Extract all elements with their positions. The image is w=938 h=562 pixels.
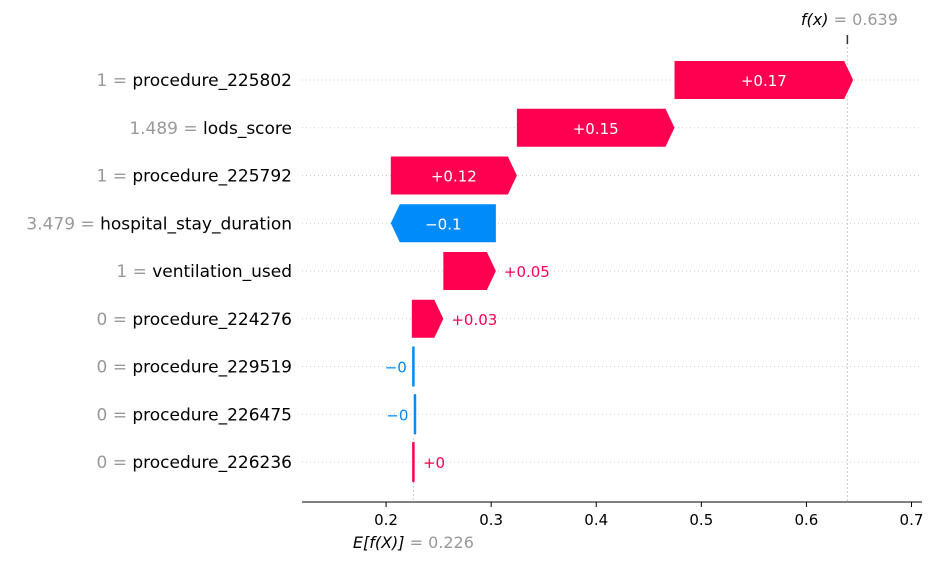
- feature-label: 0 = procedure_226236: [96, 453, 292, 473]
- bar-value-label: −0.1: [425, 215, 461, 233]
- bar-value-label: +0.05: [504, 263, 550, 281]
- x-tick-label: 0.3: [479, 511, 503, 529]
- annotations: E[f(X)] = 0.226 f(x) = 0.639: [353, 10, 898, 552]
- bar-value-label: +0.03: [451, 311, 497, 329]
- feature-label: 0 = procedure_224276: [96, 310, 292, 330]
- bar-ventilation_used: [443, 252, 496, 290]
- bar-procedure_225802: [674, 61, 854, 99]
- bar-value-label: −0: [386, 406, 408, 424]
- x-tick-label: 0.6: [794, 511, 818, 529]
- x-tick-label: 0.4: [584, 511, 608, 529]
- bar-hospital_stay_duration: [390, 204, 496, 243]
- x-tick-label: 0.7: [900, 511, 924, 529]
- bar-value-label: −0: [385, 359, 407, 377]
- feature-label: 0 = procedure_226475: [96, 405, 292, 425]
- feature-label: 1 = ventilation_used: [116, 262, 292, 282]
- feature-label: 3.479 = hospital_stay_duration: [26, 214, 292, 234]
- bar-value-label: +0.15: [573, 120, 619, 138]
- feature-label: 1 = procedure_225792: [96, 167, 292, 187]
- bar-lods_score: [516, 108, 675, 147]
- bars: +0.17 +0.15 +0.12 −0.1 +0.05 +0.03 −0 −0 +0: [385, 61, 854, 483]
- bar-value-label: +0.12: [431, 168, 477, 186]
- feature-label: 1 = procedure_225802: [96, 71, 292, 91]
- x-axis: 0.2 0.3 0.4 0.5 0.6 0.7: [302, 501, 924, 529]
- base-value-annotation: E[f(X)] = 0.226: [353, 533, 474, 552]
- bar-value-label: +0: [423, 454, 445, 472]
- bar-value-label: +0.17: [741, 72, 787, 90]
- feature-label: 0 = procedure_229519: [96, 358, 292, 378]
- x-tick-label: 0.2: [374, 511, 398, 529]
- bar-procedure_225792: [390, 156, 517, 195]
- output-value-annotation: f(x) = 0.639: [801, 10, 898, 29]
- y-axis-labels: 1 = procedure_225802 1.489 = lods_score 1 …: [26, 71, 292, 473]
- feature-label: 1.489 = lods_score: [129, 119, 292, 139]
- x-tick-label: 0.5: [689, 511, 713, 529]
- bar-procedure_224276: [411, 299, 444, 338]
